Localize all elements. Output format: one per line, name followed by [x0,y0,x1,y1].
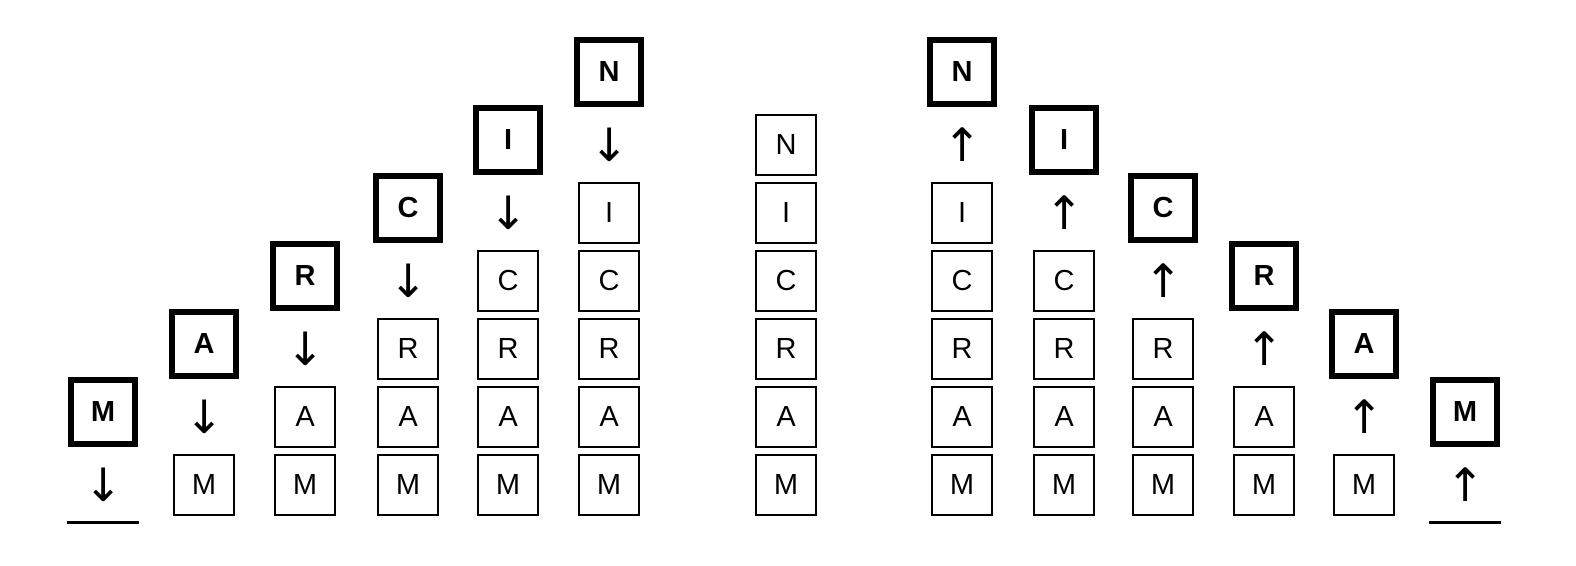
full-stack-cell-n: N [755,114,817,176]
push-step-6-cell-i: I [578,182,640,244]
push-step-4-cell-a: A [377,386,439,448]
push-step-5-incoming-i: I [473,105,543,175]
push-step-5-down-arrow-icon: ↓ [488,186,528,240]
push-step-6-incoming-n: N [574,37,644,107]
full-stack-cell-r: R [755,318,817,380]
pop-step-6-empty-stack-base [1429,521,1501,524]
pop-step-3-outgoing-c: C [1128,173,1198,243]
pop-step-2-cell-m: M [1033,454,1095,516]
pop-step-3-up-arrow-icon: ↑ [1143,254,1183,308]
pop-step-6-outgoing-m: M [1430,377,1500,447]
full-stack-cell-a: A [755,386,817,448]
pop-step-4-outgoing-r: R [1229,241,1299,311]
pop-step-3-cell-a: A [1132,386,1194,448]
push-step-6-cell-c: C [578,250,640,312]
pop-step-1-cell-i: I [931,182,993,244]
push-step-2-incoming-a: A [169,309,239,379]
pop-step-2-cell-a: A [1033,386,1095,448]
full-stack-cell-c: C [755,250,817,312]
push-step-3-incoming-r: R [270,241,340,311]
pop-step-5-outgoing-a: A [1329,309,1399,379]
push-step-1-empty-stack-base [67,521,139,524]
push-step-1-incoming-m: M [68,377,138,447]
pop-step-1-cell-c: C [931,250,993,312]
pop-step-1-cell-a: A [931,386,993,448]
push-step-5-cell-c: C [477,250,539,312]
push-step-4-incoming-c: C [373,173,443,243]
full-stack-cell-i: I [755,182,817,244]
pop-step-1-cell-r: R [931,318,993,380]
push-step-6-cell-m: M [578,454,640,516]
push-step-4-cell-r: R [377,318,439,380]
push-step-6-cell-a: A [578,386,640,448]
pop-step-4-cell-a: A [1233,386,1295,448]
pop-step-3-cell-r: R [1132,318,1194,380]
pop-step-4-cell-m: M [1233,454,1295,516]
pop-step-1-cell-m: M [931,454,993,516]
push-step-3-cell-a: A [274,386,336,448]
push-step-3-down-arrow-icon: ↓ [285,322,325,376]
pop-step-2-outgoing-i: I [1029,105,1099,175]
pop-step-2-cell-r: R [1033,318,1095,380]
pop-step-1-up-arrow-icon: ↑ [942,118,982,172]
pop-step-4-up-arrow-icon: ↑ [1244,322,1284,376]
push-step-6-cell-r: R [578,318,640,380]
push-step-5-cell-a: A [477,386,539,448]
push-step-2-cell-m: M [173,454,235,516]
push-step-3-cell-m: M [274,454,336,516]
pop-step-3-cell-m: M [1132,454,1194,516]
pop-step-6-up-arrow-icon: ↑ [1445,458,1485,512]
pop-step-2-up-arrow-icon: ↑ [1044,186,1084,240]
push-step-1-down-arrow-icon: ↓ [83,458,123,512]
push-step-5-cell-m: M [477,454,539,516]
pop-step-2-cell-c: C [1033,250,1095,312]
full-stack-cell-m: M [755,454,817,516]
push-step-2-down-arrow-icon: ↓ [184,390,224,444]
push-step-6-down-arrow-icon: ↓ [589,118,629,172]
push-step-4-cell-m: M [377,454,439,516]
pop-step-5-cell-m: M [1333,454,1395,516]
push-step-5-cell-r: R [477,318,539,380]
push-step-4-down-arrow-icon: ↓ [388,254,428,308]
pop-step-5-up-arrow-icon: ↑ [1344,390,1384,444]
pop-step-1-outgoing-n: N [927,37,997,107]
